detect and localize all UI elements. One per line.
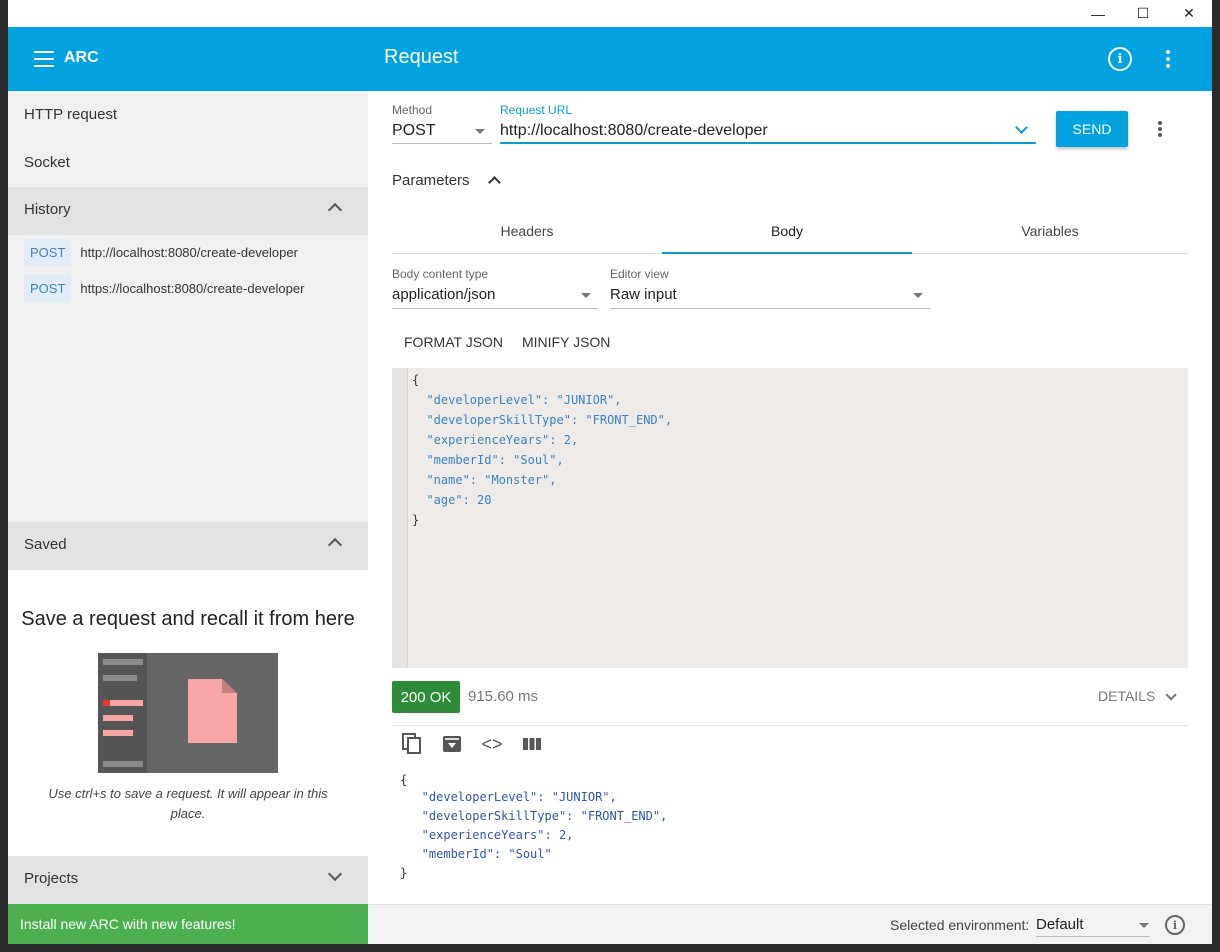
response-time: 915.60 ms [468,688,539,705]
save-response-icon[interactable] [440,732,464,756]
parameters-toggle[interactable]: Parameters [392,172,470,189]
sidebar-item-http-request[interactable]: HTTP request [24,106,118,123]
url-label: Request URL [500,103,573,117]
columns-icon[interactable] [520,732,544,756]
dropdown-arrow-icon [581,293,591,298]
code-line: } [412,513,420,527]
info-icon[interactable]: i [1165,915,1185,935]
app-name: ARC [64,49,99,66]
app-toolbar: ARC Request i [8,27,1212,91]
editor-view-select[interactable]: Raw input [610,286,677,303]
response-line: "experienceYears": 2, [400,828,574,842]
status-footer: Selected environment: Default i [368,904,1212,944]
response-line: "developerLevel": "JUNIOR", [400,790,617,804]
app-window: — ☐ ✕ ARC Request i HTTP request Socket … [8,0,1212,944]
code-line: "name": "Monster", [412,473,557,487]
request-more-icon[interactable] [1158,121,1162,137]
send-button[interactable]: SEND [1056,111,1128,147]
sidebar: HTTP request Socket History POST http://… [8,91,368,904]
method-select[interactable]: POST [392,122,436,139]
format-json-button[interactable]: FORMAT JSON [404,334,504,350]
page-title: Request [384,46,459,68]
saved-hint: Use ctrl+s to save a request. It will ap… [48,786,328,821]
method-badge: POST [24,238,72,266]
method-badge: POST [24,274,72,302]
chevron-up-icon[interactable] [488,176,501,189]
body-type-select[interactable]: application/json [392,286,496,303]
environment-select[interactable]: Default [1036,916,1084,933]
code-line: "experienceYears": 2, [412,433,579,447]
saved-empty-title: Save a request and recall it from here [21,608,355,630]
saved-label: Saved [24,536,67,553]
saved-section-header[interactable]: Saved [8,522,368,570]
sidebar-item-socket[interactable]: Socket [24,154,70,171]
history-item[interactable]: POST http://localhost:8080/create-develo… [24,238,298,266]
chevron-up-icon [327,202,343,218]
method-label: Method [392,103,433,117]
editor-view-label: Editor view [610,267,669,281]
tab-body[interactable]: Body [771,223,803,239]
copy-icon[interactable] [400,732,424,756]
menu-icon[interactable] [34,51,54,67]
saved-illustration [98,653,278,773]
info-icon[interactable]: i [1108,47,1132,71]
code-view-icon[interactable]: <> [481,733,503,754]
environment-label: Selected environment: [890,917,1030,933]
body-type-label: Body content type [392,267,489,281]
code-line: "developerSkillType": "FRONT_END", [412,413,673,427]
history-item[interactable]: POST https://localhost:8080/create-devel… [24,274,304,302]
response-line: "memberId": "Soul" [400,847,552,861]
chevron-down-icon [327,866,343,882]
tab-variables[interactable]: Variables [1021,223,1079,239]
minimize-button[interactable]: — [1091,5,1105,22]
history-label: History [24,201,71,218]
dropdown-arrow-icon [913,293,923,298]
history-url: https://localhost:8080/create-developer [80,280,305,296]
more-vert-icon[interactable] [1158,47,1178,71]
saved-empty-state: Save a request and recall it from here U… [8,570,368,868]
response-line: } [400,866,408,880]
projects-label: Projects [24,870,79,887]
code-line: { [412,373,420,387]
url-suggestions-chevron-icon[interactable] [1015,121,1028,134]
tab-headers[interactable]: Headers [500,223,554,239]
chevron-down-icon [1165,689,1177,701]
minify-json-button[interactable]: MINIFY JSON [522,334,611,350]
request-panel: Method POST Request URL http://localhost… [368,91,1212,904]
details-label: DETAILS [1098,688,1156,704]
status-badge: 200 OK [392,681,460,713]
chevron-up-icon [327,537,343,553]
url-input[interactable]: http://localhost:8080/create-developer [500,122,768,139]
code-line: "memberId": "Soul", [412,453,564,467]
response-line: { [400,773,408,787]
dropdown-arrow-icon [475,129,485,134]
install-banner[interactable]: Install new ARC with new features! [8,904,368,944]
history-section-header[interactable]: History [8,187,368,235]
active-tab-indicator [662,252,912,254]
maximize-button[interactable]: ☐ [1136,5,1150,21]
close-button[interactable]: ✕ [1183,5,1195,21]
history-url: http://localhost:8080/create-developer [80,244,298,260]
details-button[interactable]: DETAILS [1098,688,1177,704]
body-editor[interactable]: { "developerLevel": "JUNIOR", "developer… [392,368,1188,668]
dropdown-arrow-icon [1139,923,1149,928]
title-bar: — ☐ ✕ [8,0,1212,27]
projects-section-header[interactable]: Projects [8,856,368,904]
code-line: "age": 20 [412,493,492,507]
response-line: "developerSkillType": "FRONT_END", [400,809,668,823]
code-line: "developerLevel": "JUNIOR", [412,393,622,407]
